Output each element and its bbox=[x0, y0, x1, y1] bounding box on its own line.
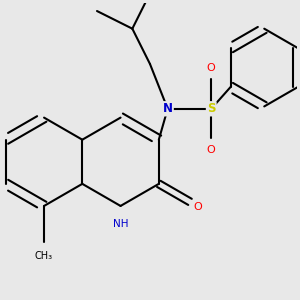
Text: CH₃: CH₃ bbox=[35, 251, 53, 261]
Text: O: O bbox=[207, 145, 216, 155]
Text: O: O bbox=[207, 63, 216, 73]
Text: NH: NH bbox=[113, 219, 128, 229]
Text: S: S bbox=[207, 102, 215, 115]
Text: O: O bbox=[194, 202, 203, 212]
Text: N: N bbox=[163, 102, 173, 115]
